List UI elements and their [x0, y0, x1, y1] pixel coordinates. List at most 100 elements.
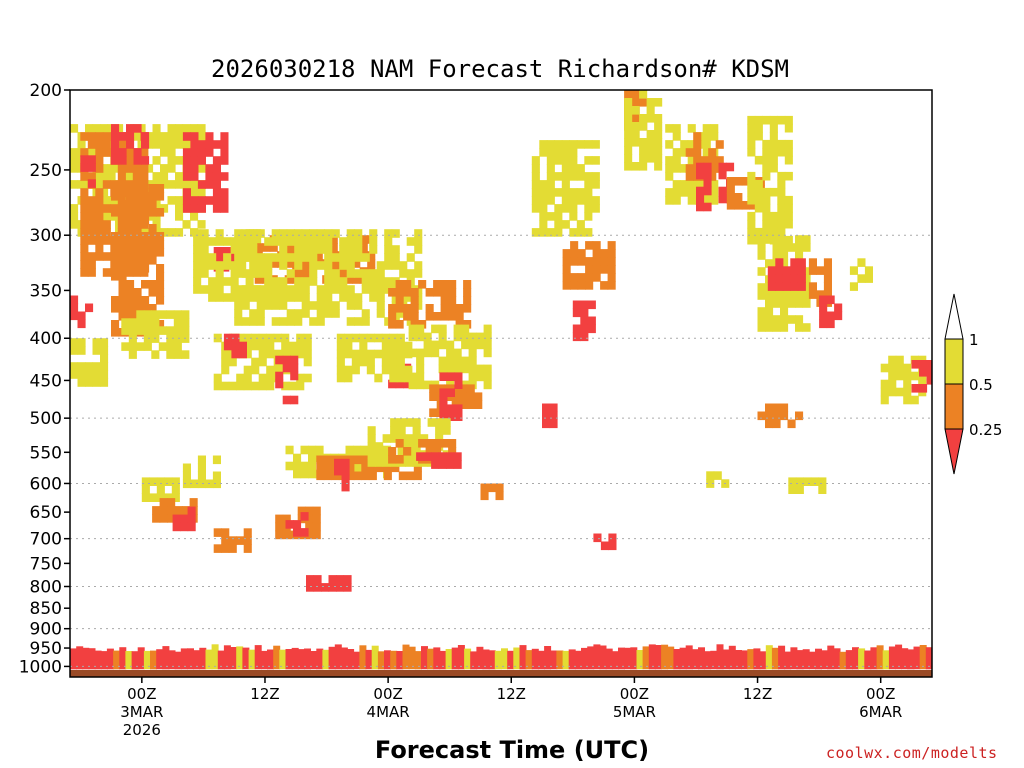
- heatmap-cell: [308, 461, 317, 471]
- heatmap-cell: [762, 219, 771, 229]
- heatmap-cell: [592, 241, 601, 250]
- x-tick-label: 2026: [123, 721, 161, 739]
- heatmap-cell: [654, 146, 663, 155]
- heatmap-cell: [734, 177, 743, 186]
- heatmap-cell: [439, 372, 448, 381]
- heatmap-cell: [324, 301, 333, 310]
- heatmap-cell: [381, 341, 390, 351]
- x-tick-label: 12Z: [250, 685, 279, 703]
- heatmap-cell: [438, 324, 447, 334]
- heatmap-cell: [784, 139, 793, 149]
- heatmap-cell: [554, 156, 563, 165]
- heatmap-cell: [118, 296, 127, 305]
- heatmap-cell: [453, 452, 462, 461]
- heatmap-cell: [577, 249, 586, 258]
- heatmap-cell: [396, 341, 405, 351]
- y-axis: 2002503003504004505005506006507007508008…: [19, 81, 70, 677]
- heatmap-cell: [190, 172, 199, 181]
- near-surface-streak: [519, 645, 527, 670]
- heatmap-cell: [266, 381, 275, 391]
- heatmap-cell: [403, 447, 412, 456]
- heatmap-cell: [273, 333, 282, 343]
- heatmap-cell: [126, 192, 135, 201]
- heatmap-cell: [249, 245, 258, 254]
- heatmap-cell: [631, 130, 640, 139]
- heatmap-cell: [182, 172, 191, 181]
- heatmap-cell: [334, 458, 343, 468]
- heatmap-cell: [685, 164, 694, 173]
- heatmap-cell: [395, 320, 404, 329]
- near-surface-streak: [143, 650, 151, 670]
- heatmap-cell: [312, 530, 321, 540]
- heatmap-cell: [266, 333, 275, 343]
- heatmap-cell: [92, 346, 101, 355]
- heatmap-cell: [367, 458, 376, 467]
- heatmap-cell: [223, 253, 232, 262]
- heatmap-cell: [205, 196, 214, 205]
- heatmap-cell: [126, 264, 135, 273]
- heatmap-cell: [741, 177, 750, 186]
- heatmap-cell: [397, 426, 406, 435]
- heatmap-cell: [148, 280, 157, 289]
- heatmap-cell: [156, 296, 165, 305]
- near-surface-streak: [396, 651, 404, 670]
- heatmap-cell: [474, 400, 483, 409]
- heatmap-cell: [747, 227, 756, 237]
- heatmap-cell: [193, 285, 202, 294]
- chart-title: 2026030218 NAM Forecast Richardson# KDSM: [211, 55, 789, 83]
- heatmap-cell: [117, 172, 126, 181]
- heatmap-cell: [126, 312, 135, 321]
- heatmap-cell: [102, 252, 111, 261]
- source-credit[interactable]: coolwx.com/modelts: [826, 744, 998, 762]
- heatmap-cell: [354, 229, 363, 238]
- heatmap-cell: [808, 266, 817, 275]
- heatmap-cell: [294, 245, 303, 254]
- heatmap-cell: [483, 340, 492, 350]
- heatmap-cell: [256, 309, 265, 318]
- heatmap-cell: [152, 132, 161, 141]
- heatmap-cell: [646, 98, 655, 107]
- heatmap-cell: [446, 364, 455, 374]
- heatmap-cell: [87, 236, 96, 245]
- heatmap-cell: [448, 304, 457, 313]
- heatmap-cell: [406, 269, 415, 278]
- heatmap-cell: [264, 237, 273, 246]
- heatmap-cell: [359, 341, 368, 351]
- heatmap-cell: [580, 324, 589, 334]
- heatmap-cell: [182, 196, 191, 205]
- heatmap-cell: [715, 156, 724, 165]
- heatmap-cell: [212, 188, 221, 197]
- heatmap-cell: [111, 184, 120, 193]
- heatmap-cell: [414, 229, 423, 238]
- heatmap-cell: [80, 204, 89, 213]
- heatmap-cell: [646, 146, 655, 155]
- heatmap-cell: [111, 328, 120, 337]
- heatmap-cell: [143, 326, 152, 335]
- heatmap-cell: [331, 309, 340, 318]
- heatmap-cell: [133, 184, 142, 193]
- heatmap-cell: [70, 370, 79, 379]
- heatmap-cell: [95, 244, 104, 253]
- heatmap-cell: [780, 323, 789, 332]
- heatmap-cell: [341, 474, 350, 484]
- heatmap-cell: [243, 333, 252, 343]
- heatmap-cell: [156, 264, 165, 273]
- heatmap-cell: [784, 123, 793, 133]
- heatmap-cell: [92, 378, 101, 387]
- heatmap-cell: [433, 288, 442, 297]
- heatmap-cell: [546, 140, 555, 149]
- near-surface-streak: [433, 647, 441, 670]
- heatmap-cell: [367, 442, 376, 451]
- heatmap-cell: [331, 253, 340, 262]
- heatmap-cell: [410, 304, 419, 313]
- heatmap-cell: [200, 269, 209, 278]
- heatmap-cell: [710, 188, 719, 197]
- heatmap-cell: [702, 148, 711, 157]
- heatmap-cell: [880, 379, 889, 389]
- heatmap-cell: [775, 258, 784, 267]
- heatmap-cell: [463, 296, 472, 305]
- heatmap-cell: [672, 180, 681, 189]
- heatmap-cell: [803, 477, 812, 486]
- heatmap-cell: [77, 140, 86, 149]
- heatmap-cell: [328, 575, 337, 584]
